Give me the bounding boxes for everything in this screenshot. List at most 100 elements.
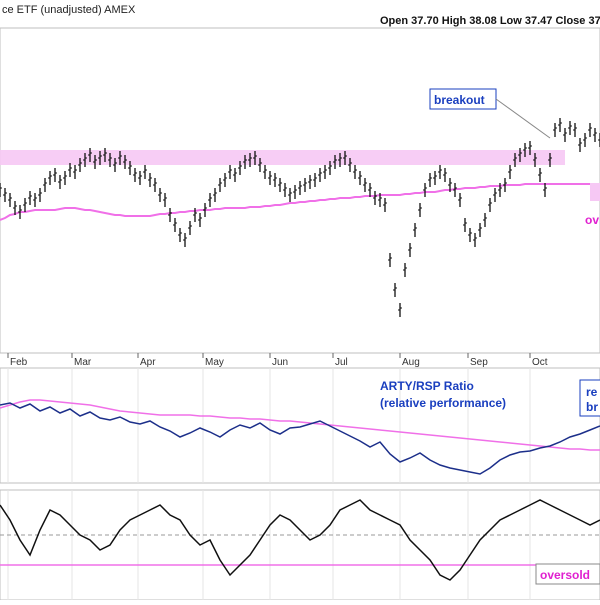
- price-bar: [463, 218, 467, 232]
- price-bar: [13, 201, 17, 215]
- month-label-jun: Jun: [272, 357, 288, 368]
- price-bar: [298, 181, 302, 195]
- price-bar: [73, 165, 77, 179]
- price-bar: [198, 213, 202, 227]
- price-bar: [583, 133, 587, 147]
- oversold-label: oversold: [540, 568, 590, 582]
- oversold-edge-label: ov: [585, 213, 599, 227]
- month-label-mar: Mar: [74, 357, 92, 368]
- price-bar: [418, 203, 422, 217]
- price-bar: [118, 151, 122, 165]
- oscillator-panel: [0, 489, 600, 601]
- ratio-subtitle: (relative performance): [380, 396, 506, 410]
- price-bar: [563, 128, 567, 142]
- month-axis: Feb Mar Apr May Jun Jul Aug Sep Oct: [7, 353, 548, 368]
- price-bar: [18, 205, 22, 219]
- price-bar: [33, 193, 37, 207]
- price-bar: [178, 228, 182, 242]
- price-bar: [8, 193, 12, 207]
- month-label-apr: Apr: [140, 357, 156, 368]
- price-bars: [0, 118, 600, 317]
- price-bar: [183, 233, 187, 247]
- chart-header-title: ce ETF (unadjusted) AMEX: [2, 4, 136, 16]
- price-bar: [113, 158, 117, 172]
- price-bar: [288, 188, 292, 202]
- price-bar: [278, 178, 282, 192]
- price-bar: [558, 118, 562, 132]
- price-bar: [383, 198, 387, 212]
- price-bar: [168, 208, 172, 222]
- price-bar: [323, 165, 327, 179]
- breakout-annotation: breakout: [429, 88, 551, 139]
- price-bar: [128, 161, 132, 175]
- price-bar: [333, 155, 337, 169]
- price-bar: [138, 171, 142, 185]
- price-bar: [93, 155, 97, 169]
- price-bar: [273, 173, 277, 187]
- resistance-zone-rect: [0, 150, 565, 165]
- price-bar: [23, 198, 27, 212]
- chart-header-ohlc: Open 37.70 High 38.08 Low 37.47 Close 37…: [380, 15, 600, 27]
- ratio-line: [0, 402, 600, 475]
- price-bar: [43, 178, 47, 192]
- price-bar: [143, 165, 147, 179]
- price-bar: [308, 175, 312, 189]
- price-bar: [498, 183, 502, 197]
- price-bar: [338, 153, 342, 167]
- price-bar: [293, 185, 297, 199]
- price-bar: [553, 123, 557, 137]
- price-bar: [548, 153, 552, 167]
- edge-pink-marker: [590, 183, 600, 201]
- month-label-sep: Sep: [470, 357, 488, 368]
- price-bar: [303, 178, 307, 192]
- price-bar: [218, 178, 222, 192]
- price-bar: [343, 151, 347, 165]
- price-bar: [368, 183, 372, 197]
- ratio-ma-line: [0, 399, 600, 451]
- price-bar: [458, 193, 462, 207]
- month-label-feb: Feb: [10, 357, 28, 368]
- price-bar: [413, 223, 417, 237]
- price-bar: [373, 191, 377, 205]
- price-bar: [538, 168, 542, 182]
- price-bar: [3, 188, 7, 202]
- ratio-title: ARTY/RSP Ratio: [380, 379, 474, 393]
- price-bar: [408, 243, 412, 257]
- price-bar: [428, 173, 432, 187]
- price-bar: [188, 221, 192, 235]
- price-bar: [268, 171, 272, 185]
- oscillator-line: [0, 499, 600, 581]
- price-bar: [253, 151, 257, 165]
- price-bar: [228, 165, 232, 179]
- price-bar: [588, 123, 592, 137]
- price-bar: [493, 188, 497, 202]
- price-bar: [263, 165, 267, 179]
- price-bar: [318, 168, 322, 182]
- price-bar: [403, 263, 407, 277]
- ratio-lines: [0, 399, 600, 475]
- ratio-grid: [7, 368, 531, 483]
- month-label-aug: Aug: [402, 357, 420, 368]
- ratio-edge-box: re br: [579, 379, 600, 417]
- price-bar: [573, 123, 577, 137]
- ratio-edge-rect: [579, 379, 600, 417]
- price-bar: [438, 165, 442, 179]
- price-bar: [153, 178, 157, 192]
- price-bar: [133, 168, 137, 182]
- price-bar: [353, 165, 357, 179]
- price-bar: [448, 178, 452, 192]
- price-bar: [68, 163, 72, 177]
- price-bar: [83, 153, 87, 167]
- price-bar: [193, 208, 197, 222]
- price-bar: [48, 171, 52, 185]
- header-bar: [0, 0, 600, 20]
- breakout-pointer: [495, 98, 551, 139]
- price-bar: [78, 158, 82, 172]
- price-bar: [248, 153, 252, 167]
- price-bar: [568, 121, 572, 135]
- price-bar: [0, 183, 2, 197]
- breakout-label: breakout: [434, 93, 485, 107]
- price-bar: [28, 191, 32, 205]
